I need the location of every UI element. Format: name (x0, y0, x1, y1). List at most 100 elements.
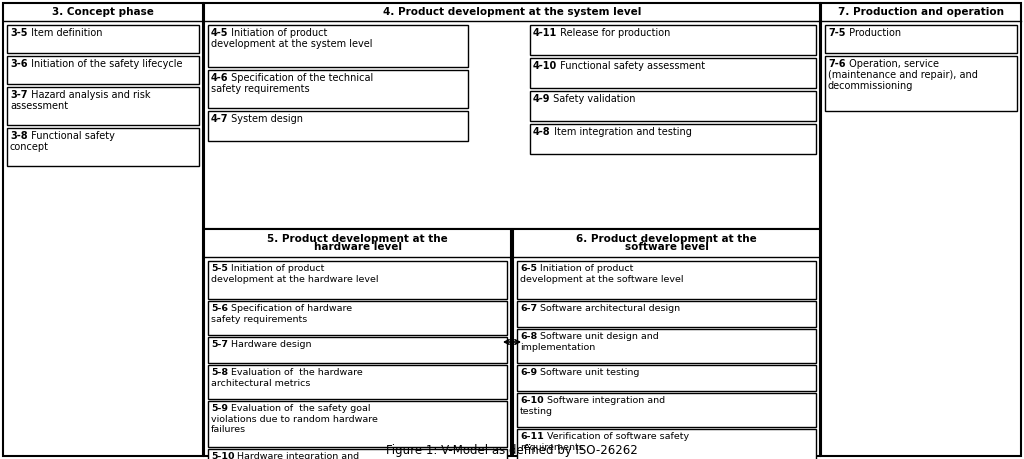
Text: Functional safety assessment: Functional safety assessment (557, 61, 706, 71)
Text: Initiation of product: Initiation of product (537, 264, 634, 273)
Text: architectural metrics: architectural metrics (211, 379, 310, 387)
Bar (204, 3, 820, 229)
Text: Evaluation of  the hardware: Evaluation of the hardware (228, 368, 362, 377)
Text: requirements: requirements (520, 442, 584, 452)
Text: decommissioning: decommissioning (828, 81, 913, 91)
Text: 5-9: 5-9 (211, 404, 228, 413)
Bar (208, 337, 507, 363)
Text: Software integration and: Software integration and (544, 396, 665, 405)
Bar (208, 301, 507, 335)
Text: Release for production: Release for production (557, 28, 671, 38)
Text: development at the software level: development at the software level (520, 274, 683, 284)
Text: violations due to random hardware: violations due to random hardware (211, 414, 378, 424)
Text: 3-7: 3-7 (10, 90, 28, 100)
Text: Software unit design and: Software unit design and (538, 332, 659, 341)
Text: 4-7: 4-7 (211, 114, 228, 124)
Text: 6-8: 6-8 (520, 332, 538, 341)
Text: implementation: implementation (520, 342, 595, 352)
Text: 6. Product development at the: 6. Product development at the (577, 234, 757, 244)
Text: Software unit testing: Software unit testing (538, 368, 640, 377)
Bar (208, 25, 468, 67)
Bar (7, 87, 199, 125)
Text: Hardware design: Hardware design (228, 340, 311, 349)
Bar (204, 229, 511, 456)
Text: 5-8: 5-8 (211, 368, 228, 377)
Text: 3. Concept phase: 3. Concept phase (52, 7, 154, 17)
Text: 3-5: 3-5 (10, 28, 28, 38)
Bar (7, 25, 199, 53)
Text: 6-5: 6-5 (520, 264, 537, 273)
Text: software level: software level (625, 242, 709, 252)
Text: Verification of software safety: Verification of software safety (544, 432, 689, 441)
Bar (208, 449, 507, 459)
Text: 5-5: 5-5 (211, 264, 228, 273)
Text: 7-6: 7-6 (828, 59, 846, 69)
Text: Item definition: Item definition (28, 28, 102, 38)
Text: Item integration and testing: Item integration and testing (551, 127, 691, 137)
Text: Initiation of product: Initiation of product (228, 28, 328, 38)
Text: 4. Product development at the system level: 4. Product development at the system lev… (383, 7, 641, 17)
Bar (530, 58, 816, 88)
Bar (530, 124, 816, 154)
Bar (825, 25, 1017, 53)
Text: Specification of hardware: Specification of hardware (228, 304, 352, 313)
Text: (maintenance and repair), and: (maintenance and repair), and (828, 70, 978, 80)
Text: 6-7: 6-7 (520, 304, 538, 313)
Text: 4-5: 4-5 (211, 28, 228, 38)
Text: System design: System design (228, 114, 303, 124)
Text: Production: Production (846, 28, 901, 38)
Text: testing: testing (520, 407, 553, 415)
Text: 4-8: 4-8 (534, 127, 551, 137)
Text: 3-6: 3-6 (10, 59, 28, 69)
Text: 5-6: 5-6 (211, 304, 228, 313)
Bar (530, 91, 816, 121)
Text: 6-10: 6-10 (520, 396, 544, 405)
Text: Operation, service: Operation, service (846, 59, 939, 69)
Bar (821, 3, 1021, 456)
Text: Initiation of product: Initiation of product (228, 264, 325, 273)
Bar (208, 70, 468, 108)
Bar (7, 128, 199, 166)
Text: hardware level: hardware level (313, 242, 401, 252)
Bar (208, 111, 468, 141)
Text: 4-11: 4-11 (534, 28, 557, 38)
Bar (208, 261, 507, 299)
Text: Software architectural design: Software architectural design (538, 304, 680, 313)
Text: 4-10: 4-10 (534, 61, 557, 71)
Text: development at the hardware level: development at the hardware level (211, 274, 379, 284)
Bar (517, 365, 816, 391)
Text: safety requirements: safety requirements (211, 314, 307, 324)
Text: 5-7: 5-7 (211, 340, 228, 349)
Text: 7. Production and operation: 7. Production and operation (838, 7, 1004, 17)
Text: Functional safety: Functional safety (28, 131, 115, 141)
Text: Safety validation: Safety validation (551, 94, 636, 104)
Bar (517, 261, 816, 299)
Text: 4-9: 4-9 (534, 94, 551, 104)
Text: concept: concept (10, 142, 49, 152)
Text: 6-11: 6-11 (520, 432, 544, 441)
Text: 4-6: 4-6 (211, 73, 228, 83)
Text: 7-5: 7-5 (828, 28, 846, 38)
Text: Specification of the technical: Specification of the technical (228, 73, 374, 83)
Text: safety requirements: safety requirements (211, 84, 309, 94)
Bar (517, 393, 816, 427)
Text: Hardware integration and: Hardware integration and (234, 452, 359, 459)
Text: Initiation of the safety lifecycle: Initiation of the safety lifecycle (28, 59, 182, 69)
Bar (7, 56, 199, 84)
Bar (825, 56, 1017, 111)
Bar (517, 301, 816, 327)
Bar (513, 229, 820, 456)
Bar (208, 401, 507, 447)
Text: 5-10: 5-10 (211, 452, 234, 459)
Bar (208, 365, 507, 399)
Text: Hazard analysis and risk: Hazard analysis and risk (28, 90, 150, 100)
Text: 6-9: 6-9 (520, 368, 538, 377)
Bar (517, 329, 816, 363)
Text: assessment: assessment (10, 101, 69, 111)
Text: Figure 1: V-Model as defined by ISO-26262: Figure 1: V-Model as defined by ISO-2626… (386, 444, 638, 457)
Text: failures: failures (211, 425, 246, 434)
Text: Evaluation of  the safety goal: Evaluation of the safety goal (228, 404, 371, 413)
Text: development at the system level: development at the system level (211, 39, 373, 49)
Text: 3-8: 3-8 (10, 131, 28, 141)
Bar (530, 25, 816, 55)
